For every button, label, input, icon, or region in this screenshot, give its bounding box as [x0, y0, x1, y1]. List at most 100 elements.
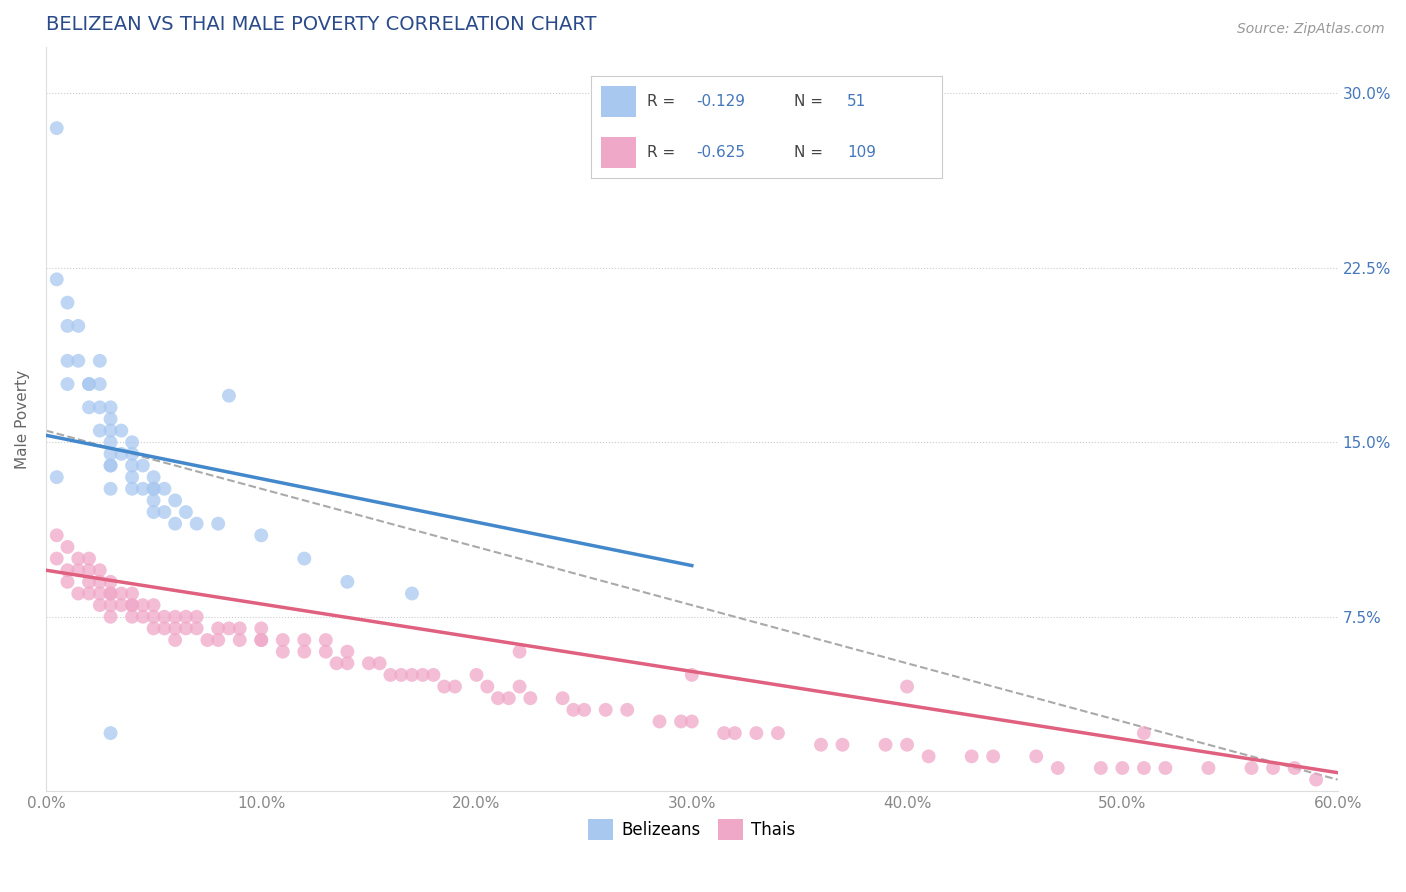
Point — [100, 424, 122, 438]
Point — [250, 633, 273, 648]
Point — [357, 657, 380, 671]
Point — [960, 749, 983, 764]
Point — [77, 574, 100, 589]
Point — [896, 680, 918, 694]
Point — [89, 424, 111, 438]
Point — [186, 609, 208, 624]
Point — [186, 516, 208, 531]
Point — [132, 598, 155, 612]
Point — [271, 633, 294, 648]
Point — [100, 586, 122, 600]
Text: N =: N = — [794, 145, 824, 161]
Point — [77, 401, 100, 415]
Point — [165, 633, 187, 648]
Point — [89, 586, 111, 600]
Point — [89, 377, 111, 392]
Point — [509, 645, 531, 659]
Point — [207, 516, 229, 531]
Point — [77, 377, 100, 392]
Y-axis label: Male Poverty: Male Poverty — [15, 369, 30, 468]
Point — [336, 645, 359, 659]
Point — [100, 586, 122, 600]
Point — [121, 598, 143, 612]
Point — [45, 121, 67, 136]
Text: -0.129: -0.129 — [696, 94, 745, 109]
Point — [174, 621, 197, 635]
Point — [67, 318, 90, 333]
Point — [142, 598, 165, 612]
Point — [422, 668, 444, 682]
Point — [142, 505, 165, 519]
Point — [186, 621, 208, 635]
Point — [110, 598, 132, 612]
Point — [89, 353, 111, 368]
Point — [153, 482, 176, 496]
Point — [810, 738, 832, 752]
Point — [1154, 761, 1177, 775]
Point — [56, 540, 79, 554]
Bar — [602, 137, 636, 168]
Point — [142, 493, 165, 508]
Point — [56, 574, 79, 589]
Point — [401, 668, 423, 682]
Point — [1261, 761, 1284, 775]
Point — [174, 505, 197, 519]
Point — [89, 598, 111, 612]
Point — [713, 726, 735, 740]
Text: R =: R = — [647, 145, 675, 161]
Bar — [602, 87, 636, 117]
Text: BELIZEAN VS THAI MALE POVERTY CORRELATION CHART: BELIZEAN VS THAI MALE POVERTY CORRELATIO… — [46, 15, 596, 34]
Point — [174, 609, 197, 624]
Point — [1133, 726, 1156, 740]
Point — [896, 738, 918, 752]
Point — [1046, 761, 1069, 775]
Point — [67, 586, 90, 600]
Point — [444, 680, 467, 694]
Point — [56, 377, 79, 392]
Text: Source: ZipAtlas.com: Source: ZipAtlas.com — [1237, 22, 1385, 37]
Text: R =: R = — [647, 94, 675, 109]
Point — [142, 609, 165, 624]
Point — [45, 470, 67, 484]
Point — [100, 458, 122, 473]
Point — [1111, 761, 1133, 775]
Point — [165, 621, 187, 635]
Point — [477, 680, 499, 694]
Point — [336, 574, 359, 589]
Point — [121, 447, 143, 461]
Point — [45, 551, 67, 566]
Point — [165, 493, 187, 508]
Point — [45, 528, 67, 542]
Point — [142, 482, 165, 496]
Point — [271, 645, 294, 659]
Point — [519, 691, 541, 706]
Point — [433, 680, 456, 694]
Point — [89, 401, 111, 415]
Point — [153, 609, 176, 624]
Text: N =: N = — [794, 94, 824, 109]
Point — [77, 377, 100, 392]
Point — [100, 726, 122, 740]
Point — [100, 447, 122, 461]
Point — [121, 458, 143, 473]
Point — [368, 657, 391, 671]
Point — [551, 691, 574, 706]
Point — [595, 703, 617, 717]
Point — [292, 551, 315, 566]
Legend: Belizeans, Thais: Belizeans, Thais — [582, 813, 801, 847]
Point — [89, 574, 111, 589]
Point — [875, 738, 897, 752]
Point — [724, 726, 747, 740]
Point — [616, 703, 638, 717]
Point — [325, 657, 347, 671]
Point — [100, 458, 122, 473]
Point — [292, 633, 315, 648]
Text: -0.625: -0.625 — [696, 145, 745, 161]
Point — [401, 586, 423, 600]
Point — [142, 621, 165, 635]
Point — [292, 645, 315, 659]
Point — [67, 551, 90, 566]
Point — [207, 633, 229, 648]
Point — [100, 574, 122, 589]
Point — [67, 353, 90, 368]
